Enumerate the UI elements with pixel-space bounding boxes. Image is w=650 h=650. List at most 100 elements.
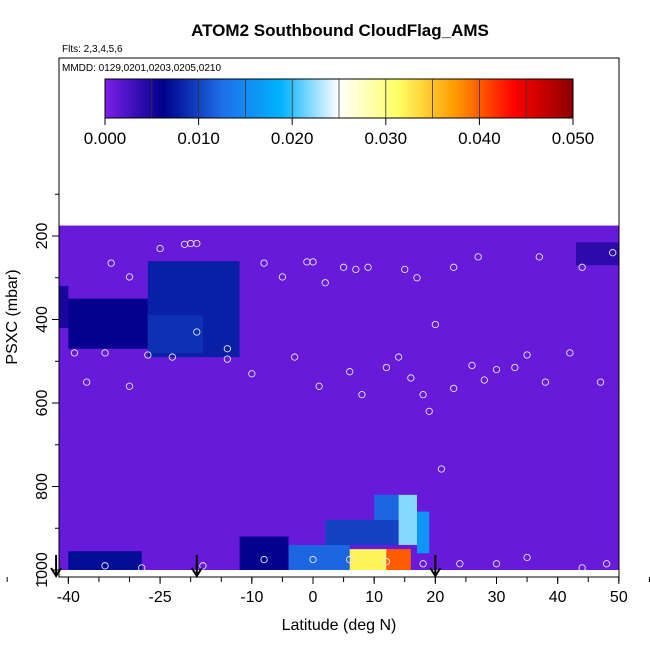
data-point (382, 363, 391, 372)
colorbar-tick-label: 0.010 (177, 129, 220, 148)
data-point (223, 345, 232, 353)
data-point (523, 553, 531, 562)
data-point (535, 253, 543, 261)
data-point (199, 562, 207, 570)
flights-note: Flts: 2,3,4,5,6 (62, 44, 123, 55)
data-point (125, 382, 134, 390)
data-point (474, 253, 482, 261)
data-point (309, 555, 317, 564)
x-tick-label: 30 (488, 589, 506, 606)
data-point (168, 353, 176, 361)
x-axis-label: Latitude (deg N) (282, 617, 397, 634)
data-point (578, 564, 586, 572)
data-point (437, 465, 446, 473)
data-point (28, 282, 34, 288)
data-point (107, 259, 115, 267)
flight-arrow-head (429, 567, 442, 578)
data-point (223, 355, 232, 363)
x-tick-label: -10 (240, 589, 263, 606)
y-axis: 200 400 600 800 1000 (34, 193, 59, 588)
data-point (419, 390, 427, 399)
data-point (358, 390, 366, 399)
data-point (290, 353, 299, 361)
y-tick-label: 600 (34, 390, 51, 417)
x-tick-label: 40 (549, 589, 567, 606)
data-point (339, 263, 348, 271)
cloud-feature (288, 544, 350, 570)
data-point (41, 260, 47, 266)
data-point (382, 558, 391, 566)
flight-arrow-head (190, 567, 203, 578)
data-point (260, 259, 268, 267)
plot-frame (58, 57, 620, 578)
cloud-feature (0, 244, 26, 265)
data-point (10, 250, 16, 256)
cloud-feature (576, 242, 619, 266)
observation-points (4, 239, 646, 572)
x-tick-label: 50 (610, 589, 628, 606)
data-point (566, 349, 574, 357)
data-point (156, 244, 164, 253)
cloud-feature (147, 315, 203, 353)
data-point (480, 376, 488, 384)
y-tick-label: 1000 (34, 552, 51, 588)
cloud-feature (398, 494, 417, 545)
data-point (138, 564, 146, 572)
colorbar-ticks: 0.000 0.010 0.020 0.030 0.040 0.050 (84, 79, 594, 148)
data-point (413, 274, 421, 282)
data-point (260, 555, 268, 564)
data-point (640, 256, 646, 262)
data-point (456, 560, 464, 568)
data-point (101, 562, 109, 570)
data-point (364, 263, 372, 271)
y-axis-label: PSXC (mbar) (4, 269, 21, 364)
data-point (125, 273, 134, 281)
data-point (609, 249, 617, 257)
flight-arrows (50, 555, 442, 578)
curtain-block (59, 386, 619, 570)
x-tick-label: 20 (426, 589, 444, 606)
data-point (578, 263, 586, 271)
x-tick-label: 0 (309, 589, 318, 606)
cloud-feature (416, 511, 430, 554)
colorbar-tick-label: 0.000 (84, 129, 127, 148)
data-point (4, 366, 10, 372)
data-point (628, 346, 634, 352)
data-point (83, 378, 91, 386)
cloud-feature (59, 286, 69, 328)
data-point (352, 265, 360, 274)
data-point (419, 560, 427, 568)
data-point (401, 265, 409, 274)
data-point (346, 368, 354, 376)
data-point (394, 353, 403, 361)
x-tick-label: -25 (149, 589, 172, 606)
x-tick-label: -40 (57, 589, 80, 606)
colorbar-tick-label: 0.020 (271, 129, 314, 148)
y-tick-label: 800 (34, 473, 51, 500)
data-point (346, 555, 354, 564)
data-point (450, 263, 458, 271)
cloud-feature (239, 536, 289, 570)
colorbar-tick-label: 0.030 (365, 129, 408, 148)
data-point (28, 343, 34, 349)
data-point (407, 374, 415, 382)
cloud-feature (386, 549, 411, 570)
data-point (596, 378, 605, 386)
data-point (278, 273, 287, 281)
colorbar-tick-label: 0.040 (458, 129, 501, 148)
dates-note: MMDD: 0129,0201,0203,0205,0210 (62, 63, 221, 74)
y-tick-label: 200 (34, 223, 51, 250)
cloud-feature (68, 298, 148, 349)
data-point (35, 260, 41, 266)
cloud-feature (68, 551, 142, 570)
curtain-field (0, 225, 619, 570)
chart-title: ATOM2 Southbound CloudFlag_AMS (191, 21, 489, 40)
data-point (431, 320, 439, 329)
data-point (144, 351, 152, 359)
data-point (41, 360, 47, 366)
cloud-feature (325, 519, 399, 545)
data-point (315, 382, 323, 390)
y-tick-label: 400 (34, 306, 51, 333)
data-point (101, 349, 109, 357)
data-point (541, 378, 550, 386)
